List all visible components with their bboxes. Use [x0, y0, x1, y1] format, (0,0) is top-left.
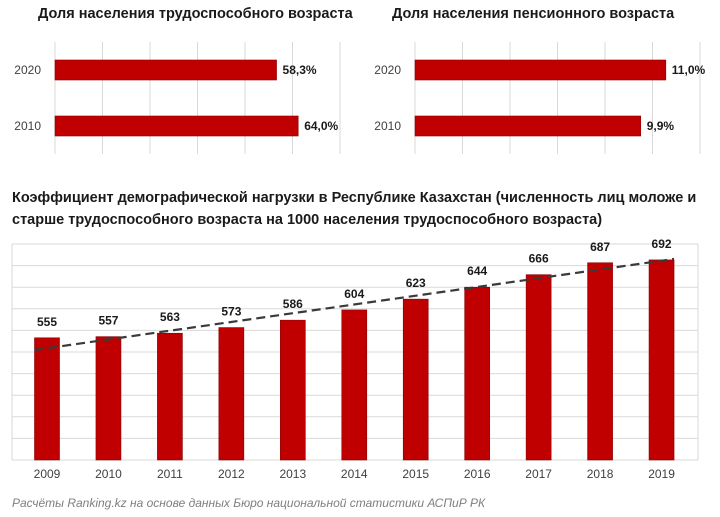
working-age-value-label: 64,0%: [304, 119, 338, 133]
dependency-value-label: 644: [467, 264, 487, 278]
dependency-bar: [34, 337, 60, 461]
dependency-bar: [402, 298, 429, 461]
dependency-value-label: 557: [98, 314, 118, 328]
dependency-bar: [280, 319, 306, 461]
year-tick-label: 2012: [218, 467, 245, 481]
dependency-bar: [464, 286, 490, 461]
year-tick-label: 2017: [525, 467, 552, 481]
working-age-share-chart: 2020 58,3% 2010 64,0%: [14, 42, 341, 154]
pension-age-bar: [414, 115, 642, 137]
pension-age-bar: [414, 59, 667, 81]
dependency-value-label: 687: [590, 240, 610, 254]
pension-age-value-label: 9,9%: [647, 119, 675, 133]
year-tick-label: 2013: [279, 467, 306, 481]
year-tick-label: 2018: [587, 467, 614, 481]
year-tick-label: 2011: [157, 467, 183, 481]
working-age-category-label: 2020: [14, 63, 41, 77]
dependency-value-label: 623: [406, 276, 426, 290]
source-note: Расчёты Ranking.kz на основе данных Бюро…: [12, 496, 486, 510]
working-age-category-label: 2010: [14, 119, 41, 133]
chart-title-pension-age: Доля населения пенсионного возраста: [392, 6, 675, 22]
dependency-value-label: 604: [344, 287, 364, 301]
pension-age-value-label: 11,0%: [672, 63, 706, 77]
dependency-bar: [341, 309, 368, 461]
working-age-value-label: 58,3%: [283, 63, 317, 77]
dependency-bar: [95, 336, 122, 461]
dependency-value-label: 692: [652, 237, 672, 251]
dependency-bar: [648, 259, 675, 461]
working-age-bar: [54, 59, 277, 81]
pension-age-category-label: 2020: [374, 63, 401, 77]
dependency-value-label: 573: [221, 305, 241, 319]
year-tick-label: 2014: [341, 467, 368, 481]
pension-age-category-label: 2010: [374, 119, 401, 133]
chart-title-working-age: Доля населения трудоспособного возраста: [38, 6, 353, 22]
dependency-value-label: 563: [160, 310, 180, 324]
year-tick-label: 2019: [648, 467, 675, 481]
dependency-ratio-chart: 555 2009 557 2010 563 2011 573 2012 586 2013 604 20…: [11, 237, 699, 481]
dependency-bar: [218, 327, 245, 461]
chart-title-dependency-ratio: Коэффициент демографической нагрузки в Р…: [12, 190, 697, 228]
dependency-value-label: 555: [37, 315, 57, 329]
dependency-bar: [525, 274, 552, 461]
year-tick-label: 2015: [402, 467, 429, 481]
dependency-bar: [587, 262, 613, 461]
working-age-bar: [54, 115, 299, 137]
dependency-value-label: 666: [529, 252, 549, 266]
dependency-bar: [157, 332, 183, 461]
trendline: [34, 257, 675, 352]
year-tick-label: 2016: [464, 467, 491, 481]
year-tick-label: 2010: [95, 467, 122, 481]
pension-age-share-chart: 2020 11,0% 2010 9,9%: [374, 42, 706, 154]
year-tick-label: 2009: [34, 467, 61, 481]
dependency-value-label: 586: [283, 297, 303, 311]
